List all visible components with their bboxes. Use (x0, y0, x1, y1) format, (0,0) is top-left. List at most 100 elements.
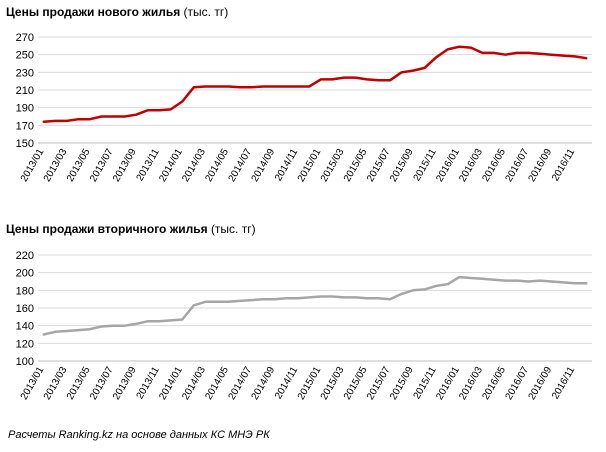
data-point (366, 297, 368, 300)
y-tick-label: 230 (16, 67, 34, 79)
data-point (135, 113, 137, 116)
data-point (112, 115, 114, 118)
data-point (285, 85, 287, 88)
x-tick-label: 2016/11 (550, 365, 577, 402)
chart-title-text: Цены продажи нового жилья (6, 5, 181, 19)
data-point (516, 52, 518, 54)
data-point (550, 280, 553, 283)
data-point (296, 85, 299, 88)
data-point (412, 69, 414, 72)
data-point (470, 46, 472, 49)
chart-unit-label: (тыс. тг) (210, 222, 256, 236)
y-tick-label: 210 (16, 85, 34, 97)
data-point (493, 52, 495, 54)
y-tick-label: 270 (16, 32, 34, 44)
data-point (216, 85, 218, 88)
data-point (66, 120, 68, 122)
series-line (42, 45, 588, 124)
data-point (181, 318, 184, 321)
data-point (123, 115, 126, 118)
data-point (527, 52, 530, 54)
y-tick-label: 220 (16, 250, 34, 262)
data-point (527, 280, 530, 283)
data-point (516, 279, 518, 282)
data-point (216, 301, 218, 303)
data-point (331, 295, 334, 298)
data-point (319, 295, 322, 298)
data-point (446, 283, 449, 285)
y-tick-label: 190 (16, 103, 34, 115)
data-point (42, 333, 45, 336)
y-tick-label: 200 (16, 268, 34, 280)
data-point (250, 86, 253, 89)
y-tick-label: 180 (16, 285, 34, 297)
data-point (181, 100, 184, 103)
data-point (458, 45, 461, 48)
data-point (42, 121, 45, 123)
source-footnote: Расчеты Ranking.kz на основе данных КС М… (8, 429, 270, 441)
data-point (573, 282, 576, 285)
new-housing-price-chart: 1501701902102302502702013/012013/032013/… (16, 32, 592, 184)
data-point (54, 331, 57, 333)
data-point (343, 76, 345, 79)
data-point (273, 85, 276, 88)
data-point (100, 325, 103, 328)
data-point (169, 108, 172, 111)
data-point (227, 301, 230, 303)
chart-unit-label: (тыс. тг) (183, 5, 229, 19)
chart-title-secondary-housing: Цены продажи вторичного жилья (тыс. тг) (6, 222, 256, 236)
data-point (354, 76, 357, 79)
data-point (89, 118, 91, 120)
series-line (42, 275, 588, 336)
data-point (343, 296, 345, 299)
data-point (262, 85, 264, 88)
data-point (585, 282, 588, 285)
data-point (204, 85, 207, 88)
data-point (123, 324, 126, 327)
data-point (250, 299, 253, 301)
data-point (193, 86, 195, 89)
data-point (550, 53, 553, 56)
data-point (89, 328, 91, 330)
data-point (273, 298, 276, 300)
data-point (158, 109, 160, 112)
secondary-housing-price-chart: 1001201401601802002202013/012013/032013/… (16, 250, 592, 402)
chart-title-text: Цены продажи вторичного жилья (6, 222, 208, 236)
data-point (135, 323, 137, 325)
data-point (319, 78, 322, 81)
data-point (389, 79, 391, 82)
data-point (539, 52, 541, 55)
data-point (77, 118, 80, 120)
data-point (481, 278, 484, 280)
data-point (146, 109, 149, 112)
data-point (435, 285, 437, 287)
data-point (458, 276, 461, 278)
data-point (377, 297, 380, 300)
data-point (77, 329, 80, 331)
data-point (504, 279, 507, 282)
y-tick-label: 120 (16, 338, 34, 350)
data-point (308, 296, 311, 299)
data-point (285, 297, 287, 300)
data-point (146, 320, 149, 323)
data-point (504, 53, 507, 56)
x-tick-label: 2016/11 (550, 147, 577, 184)
data-point (296, 297, 299, 300)
data-point (412, 289, 414, 292)
y-tick-label: 140 (16, 321, 34, 333)
y-tick-label: 150 (16, 138, 34, 150)
data-point (193, 304, 195, 307)
data-point (158, 320, 160, 323)
data-point (112, 324, 114, 327)
y-tick-label: 160 (16, 303, 34, 315)
data-point (169, 319, 172, 322)
data-point (539, 279, 541, 282)
data-point (204, 301, 207, 303)
data-point (470, 277, 472, 279)
data-point (493, 278, 495, 281)
data-point (239, 300, 241, 302)
data-point (354, 296, 357, 299)
data-point (573, 55, 576, 58)
data-point (400, 293, 403, 295)
data-point (435, 56, 437, 59)
